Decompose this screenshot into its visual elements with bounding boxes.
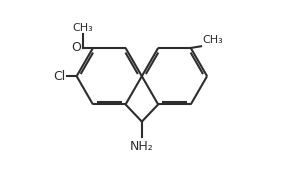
Text: O: O [71,41,81,54]
Text: CH₃: CH₃ [202,35,223,45]
Text: Cl: Cl [54,70,66,83]
Text: NH₂: NH₂ [130,140,154,153]
Text: CH₃: CH₃ [72,22,93,33]
